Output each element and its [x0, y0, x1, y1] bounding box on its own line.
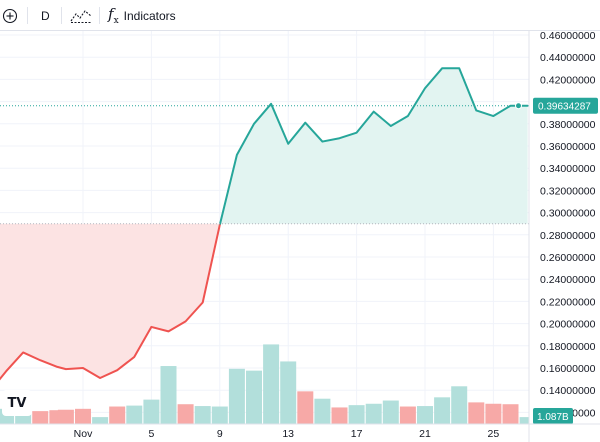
tradingview-logo-text: TV [7, 395, 27, 411]
volume-bar [228, 368, 245, 424]
volume-bar [92, 417, 109, 424]
interval-label: D [41, 8, 50, 23]
function-icon: fx [108, 5, 119, 26]
tradingview-logo[interactable]: TV [2, 390, 32, 416]
volume-bar [263, 344, 280, 424]
price-lines [0, 67, 529, 381]
volume-bar [160, 366, 177, 424]
volume-bar [211, 406, 228, 424]
below-baseline-fill [0, 223, 221, 379]
last-price-badge [533, 97, 598, 114]
price-tick-label: 0.44000000 [540, 52, 596, 64]
volume-bar [365, 403, 382, 424]
volume-bar [177, 404, 194, 424]
time-tick-label: 17 [351, 428, 363, 440]
volume-bar [399, 406, 416, 424]
volume-bars [0, 344, 536, 424]
volume-bar [57, 409, 74, 424]
time-tick-label: 25 [488, 428, 500, 440]
price-axis: 0.460000000.440000000.420000000.40000000… [528, 31, 600, 442]
volume-bar [246, 370, 262, 424]
price-tick-label: 0.34000000 [540, 163, 596, 175]
volume-bar [417, 406, 433, 424]
area-fills [0, 68, 528, 379]
price-tick-label: 0.22000000 [540, 296, 596, 308]
toolbar-divider [61, 7, 62, 24]
above-baseline-fill [220, 68, 528, 224]
chart-toolbar: D fx Indicators [0, 0, 600, 31]
price-tick-label: 0.42000000 [540, 74, 596, 86]
volume-bar [143, 399, 160, 424]
last-price-label: 0.39634287 [538, 102, 591, 113]
chart-type-button[interactable] [70, 0, 92, 31]
area-chart-icon [70, 9, 92, 23]
volume-bar [485, 403, 502, 424]
price-tick-label: 0.16000000 [540, 363, 596, 375]
volume-label: 1.087B [537, 412, 569, 423]
price-tick-label: 0.26000000 [540, 252, 596, 264]
price-tick-label: 0.18000000 [540, 341, 596, 353]
chart-markers [0, 102, 529, 225]
volume-bar [126, 405, 143, 424]
time-tick-label: 9 [217, 428, 223, 440]
volume-bar [348, 405, 365, 424]
time-tick-label: 13 [282, 428, 294, 440]
volume-bar [194, 406, 211, 424]
interval-button[interactable]: D [41, 0, 50, 31]
add-symbol-button[interactable] [2, 0, 18, 31]
price-tick-label: 0.36000000 [540, 141, 596, 153]
volume-bar [451, 386, 468, 424]
volume-badge [533, 408, 573, 424]
price-tick-label: 0.30000000 [540, 208, 596, 220]
price-tick-label: 0.46000000 [540, 31, 596, 42]
price-line-below [0, 222, 222, 381]
time-tick-label: 5 [148, 428, 154, 440]
price-tick-label: 0.20000000 [540, 319, 596, 331]
time-tick-label: 21 [419, 428, 431, 440]
plus-circle-icon [2, 8, 18, 23]
toolbar-divider [99, 7, 100, 24]
time-tick-label: Nov [74, 428, 93, 440]
price-chart[interactable]: 0.460000000.440000000.420000000.40000000… [0, 31, 600, 442]
price-tick-label: 0.32000000 [540, 185, 596, 197]
toolbar-divider [27, 7, 28, 24]
indicators-label: Indicators [123, 8, 176, 23]
price-tick-label: 0.24000000 [540, 274, 596, 286]
volume-bar [109, 406, 126, 424]
volume-bar [32, 411, 49, 424]
volume-bar [280, 361, 297, 424]
volume-bar [382, 400, 399, 424]
volume-bar [314, 398, 331, 424]
volume-bar [502, 404, 519, 424]
price-tick-label: 0.28000000 [540, 230, 596, 242]
volume-bar [331, 407, 348, 424]
last-price-dot [515, 102, 522, 110]
price-line-above [219, 67, 529, 225]
price-tick-label: 0.14000000 [540, 385, 596, 397]
volume-bar [468, 402, 485, 424]
volume-bar [434, 397, 451, 424]
volume-bar [519, 417, 536, 424]
time-axis: Nov 5 9 13 17 21 25 [0, 423, 600, 440]
volume-bar [297, 391, 314, 424]
indicators-button[interactable]: fx Indicators [108, 0, 176, 31]
volume-bar [75, 408, 91, 424]
price-tick-label: 0.38000000 [540, 119, 596, 131]
